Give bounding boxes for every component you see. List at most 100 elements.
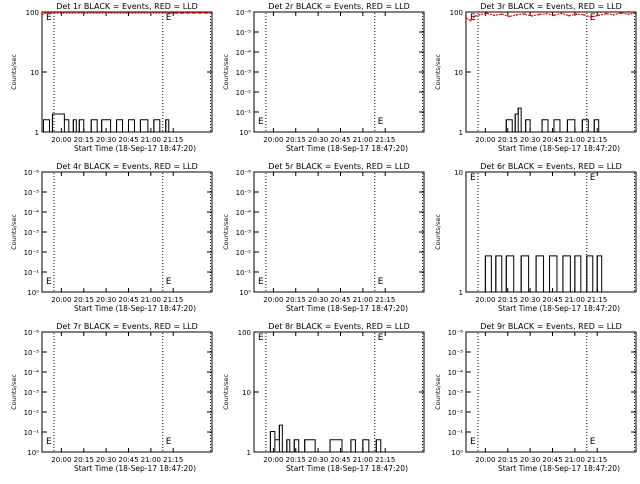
x-tick-label: 21:15: [587, 136, 607, 144]
lld-point: [538, 13, 540, 16]
y-tick-label: 10⁻⁴: [236, 49, 252, 57]
x-axis-label: Start Time (18-Sep-17 18:47:20): [74, 304, 196, 313]
lld-point: [50, 12, 52, 14]
y-axis-label: Counts/sec: [222, 54, 230, 90]
panel-title: Det 7r BLACK = Events, RED = LLD: [56, 322, 198, 331]
plot-frame: [253, 171, 425, 293]
x-tick-label: 20:30: [96, 136, 116, 144]
events-series: [503, 107, 600, 133]
y-tick-label: 10⁻⁶: [24, 169, 40, 177]
x-tick-label: 20:15: [286, 136, 306, 144]
y-tick-label: 10⁰: [27, 449, 39, 457]
y-tick-label: 10⁻¹: [24, 429, 40, 437]
x-axis-label: Start Time (18-Sep-17 18:47:20): [286, 464, 408, 473]
lld-point: [612, 13, 615, 16]
e-marker: E: [46, 13, 52, 23]
y-tick-label: 10⁻¹: [236, 109, 252, 117]
panel-title: Det 1r BLACK = Events, RED = LLD: [56, 2, 198, 11]
x-tick-label: 21:15: [163, 456, 183, 464]
lld-point: [47, 12, 49, 15]
y-tick-label: 10⁻⁴: [236, 209, 252, 217]
plot-frame: [41, 171, 213, 293]
x-tick-label: 20:15: [498, 296, 518, 304]
y-tick-label: 10: [242, 389, 251, 397]
lld-point: [465, 16, 467, 19]
y-tick-label: 10⁰: [239, 289, 251, 297]
panel-det-4: Det 4r BLACK = Events, RED = LLD Counts/s…: [10, 162, 213, 313]
plot-frame: [253, 11, 425, 133]
y-tick-label: 10⁰: [239, 129, 251, 137]
y-tick-label: 10: [454, 69, 463, 77]
e-marker: E: [470, 13, 476, 23]
y-tick-label: 10⁻³: [236, 69, 252, 77]
e-marker: E: [590, 173, 596, 183]
e-marker: E: [46, 437, 52, 447]
lld-point: [500, 13, 503, 16]
y-tick-label: 10⁻⁶: [236, 9, 252, 17]
x-tick-label: 20:15: [286, 456, 306, 464]
x-tick-label: 20:00: [51, 136, 71, 144]
e-marker: E: [378, 333, 384, 343]
x-tick-label: 21:00: [353, 456, 373, 464]
panel-title: Det 4r BLACK = Events, RED = LLD: [56, 162, 198, 171]
lld-point: [633, 12, 636, 15]
panel-det-9: Det 9r BLACK = Events, RED = LLD Counts/s…: [434, 322, 637, 473]
lld-point: [41, 13, 43, 16]
y-tick-label: 10⁻⁵: [24, 349, 40, 357]
x-tick-label: 20:45: [118, 456, 138, 464]
x-tick-label: 20:15: [498, 456, 518, 464]
x-tick-label: 21:15: [587, 296, 607, 304]
e-marker: E: [590, 13, 596, 23]
lld-point: [199, 12, 201, 14]
panel-title: Det 9r BLACK = Events, RED = LLD: [480, 322, 622, 331]
x-tick-label: 20:45: [330, 456, 350, 464]
lld-point: [582, 13, 585, 16]
x-tick-label: 21:00: [565, 296, 585, 304]
x-axis-label: Start Time (18-Sep-17 18:47:20): [74, 144, 196, 153]
x-tick-label: 21:15: [375, 296, 395, 304]
y-tick-label: 10⁻³: [24, 389, 40, 397]
y-tick-label: 10⁻²: [236, 89, 252, 97]
lld-point: [205, 12, 207, 14]
panel-det-5: Det 5r BLACK = Events, RED = LLD Counts/s…: [222, 162, 425, 313]
lld-point: [508, 15, 511, 18]
e-marker: E: [166, 13, 172, 23]
x-tick-label: 20:30: [308, 296, 328, 304]
x-tick-label: 20:45: [542, 456, 562, 464]
panel-title: Det 6r BLACK = Events, RED = LLD: [480, 162, 622, 171]
lld-point: [545, 12, 548, 15]
x-tick-label: 21:00: [353, 136, 373, 144]
y-tick-label: 10⁻²: [24, 409, 40, 417]
lld-point: [469, 19, 472, 22]
x-axis-label: Start Time (18-Sep-17 18:47:20): [286, 144, 408, 153]
e-marker: E: [470, 173, 476, 183]
x-tick-label: 20:45: [118, 296, 138, 304]
x-tick-label: 20:30: [308, 136, 328, 144]
y-tick-label: 10⁻⁶: [236, 169, 252, 177]
x-tick-label: 20:30: [96, 456, 116, 464]
y-tick-label: 10⁻²: [448, 409, 464, 417]
panel-det-2: Det 2r BLACK = Events, RED = LLD Counts/s…: [222, 2, 425, 153]
plot-frame: [465, 331, 637, 453]
y-tick-label: 10⁰: [27, 289, 39, 297]
lld-point: [493, 14, 496, 17]
x-axis-label: Start Time (18-Sep-17 18:47:20): [498, 304, 620, 313]
x-tick-label: 20:00: [263, 136, 283, 144]
lld-point: [193, 12, 196, 14]
x-axis-label: Start Time (18-Sep-17 18:47:20): [498, 464, 620, 473]
y-axis-label: Counts/sec: [10, 374, 18, 410]
y-axis-label: Counts/sec: [434, 214, 442, 250]
y-axis-label: Counts/sec: [434, 374, 442, 410]
y-tick-label: 10⁻⁵: [236, 189, 252, 197]
x-axis-label: Start Time (18-Sep-17 18:47:20): [74, 464, 196, 473]
lld-point: [181, 12, 184, 14]
x-tick-label: 21:15: [375, 456, 395, 464]
y-tick-label: 100: [26, 9, 39, 17]
lld-point: [620, 12, 622, 14]
plot-frame: [41, 11, 213, 133]
x-tick-label: 20:15: [498, 136, 518, 144]
x-tick-label: 20:30: [96, 296, 116, 304]
e-marker: E: [258, 333, 264, 343]
y-tick-label: 10⁻⁶: [448, 329, 464, 337]
